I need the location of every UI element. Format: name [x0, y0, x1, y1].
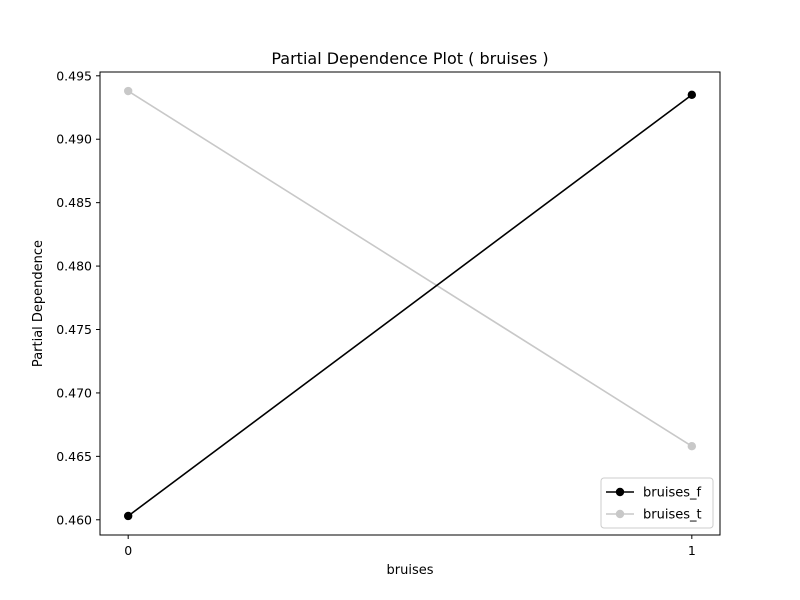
data-point-bruises_f [123, 511, 133, 521]
y-tick-label: 0.475 [56, 322, 92, 337]
y-axis-ticks: 0.460 0.465 0.470 0.475 0.480 0.485 0.490 0.495 [56, 68, 100, 527]
y-tick-label: 0.460 [56, 512, 92, 527]
series-layer [123, 86, 697, 521]
y-tick-label: 0.490 [56, 132, 92, 147]
legend-marker-bruises_t [615, 509, 625, 519]
legend-box [600, 477, 714, 529]
chart-title: Partial Dependence Plot ( bruises ) [271, 49, 548, 68]
series-line-bruises_t [127, 90, 693, 447]
data-point-bruises_t [687, 442, 697, 451]
y-axis-label: Partial Dependence [31, 240, 46, 367]
y-tick-label: 0.485 [56, 195, 92, 210]
legend: bruises_f bruises_t [600, 477, 714, 529]
plot-area-frame [99, 71, 721, 536]
legend-label-bruises_t: bruises_t [643, 508, 702, 523]
x-tick-label: 0 [124, 543, 132, 558]
x-axis-label: bruises [387, 563, 434, 578]
x-tick-label: 1 [688, 543, 696, 558]
y-tick-label: 0.465 [56, 449, 92, 464]
y-tick-label: 0.470 [56, 385, 92, 400]
legend-label-bruises_f: bruises_f [643, 486, 701, 501]
y-tick-label: 0.480 [56, 259, 92, 274]
series-line-bruises_f [127, 94, 693, 517]
legend-marker-bruises_f [615, 487, 625, 497]
y-tick-label: 0.495 [56, 68, 92, 83]
data-point-bruises_f [687, 90, 697, 100]
data-point-bruises_t [123, 86, 133, 96]
